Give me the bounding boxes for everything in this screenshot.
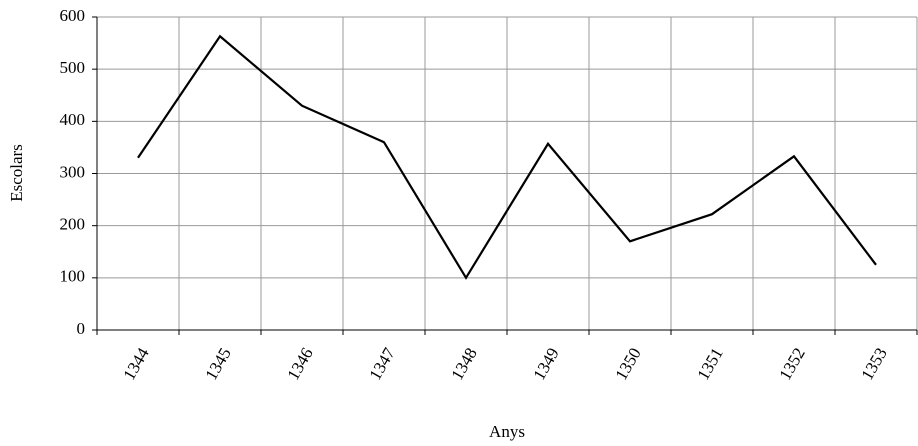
x-tick-label: 1345 <box>201 344 234 383</box>
x-axis-label: Anys <box>489 422 525 441</box>
x-tick-label: 1346 <box>283 344 316 383</box>
x-tick-label: 1349 <box>529 344 562 383</box>
x-tick-label: 1347 <box>365 344 399 383</box>
y-tick-label: 100 <box>60 267 86 286</box>
x-tick-label: 1344 <box>119 344 153 383</box>
x-tick-label: 1350 <box>611 344 644 383</box>
data-line <box>137 34 877 280</box>
y-tick-label: 600 <box>60 6 86 25</box>
x-tick-label: 1348 <box>447 344 480 383</box>
x-tick-label: 1351 <box>693 344 726 383</box>
x-tick-label: 1353 <box>857 344 890 383</box>
x-tick-label: 1352 <box>775 344 808 383</box>
y-tick-label: 200 <box>60 215 86 234</box>
y-tick-label: 400 <box>60 110 86 129</box>
y-tick-label: 500 <box>60 58 86 77</box>
y-axis-label: Escolars <box>7 144 26 202</box>
y-tick-label: 0 <box>77 319 86 338</box>
y-tick-label: 300 <box>60 162 86 181</box>
